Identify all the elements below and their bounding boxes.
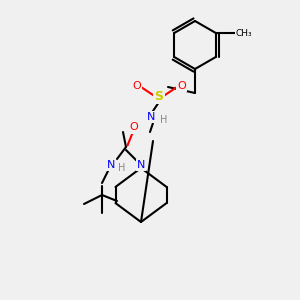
Text: H: H bbox=[160, 115, 167, 125]
Text: N: N bbox=[107, 160, 115, 170]
Text: S: S bbox=[154, 89, 164, 103]
Text: O: O bbox=[177, 80, 186, 91]
Text: CH₃: CH₃ bbox=[236, 28, 253, 38]
Text: O: O bbox=[129, 122, 138, 133]
Text: N: N bbox=[137, 160, 145, 170]
Text: O: O bbox=[132, 80, 141, 91]
Text: N: N bbox=[147, 112, 156, 122]
Text: H: H bbox=[118, 163, 125, 173]
